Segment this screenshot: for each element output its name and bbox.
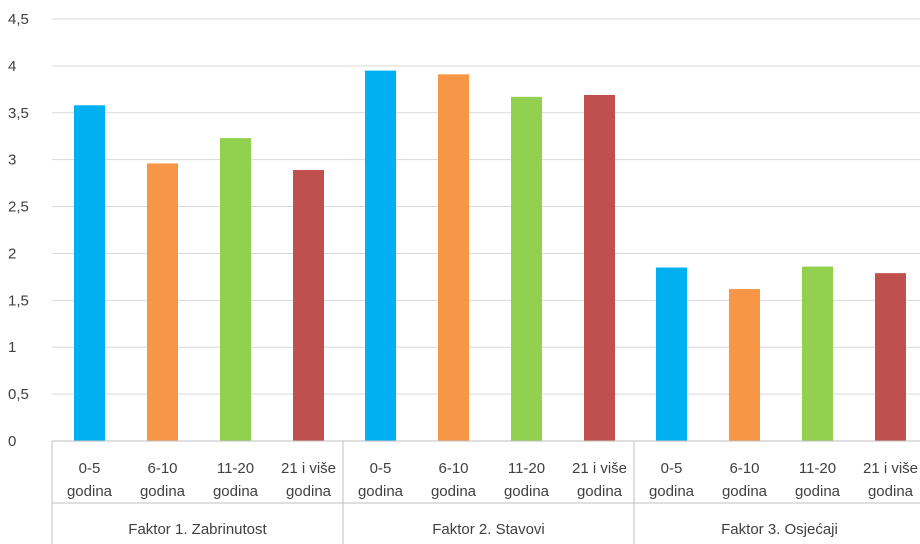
y-axis-ticks: 0 0,5 1 1,5 2 2,5 3 3,5 4 4,5 (8, 11, 29, 450)
category-label-line2: godina (431, 483, 477, 500)
bar-g2-c2 (438, 74, 469, 441)
category-label-line2: godina (649, 483, 695, 500)
y-tick-label: 3 (8, 152, 16, 169)
bar-g1-c2 (147, 163, 178, 441)
bar-g3-c1 (656, 267, 687, 441)
category-label-line2: godina (67, 483, 113, 500)
y-tick-label: 0,5 (8, 386, 29, 403)
group-label: Faktor 3. Osjećaji (721, 521, 838, 538)
bar-g2-c4 (584, 94, 615, 442)
category-label-line2: godina (795, 483, 841, 500)
category-label-line2: godina (140, 483, 186, 500)
category-axis: 0-5 godina 6-10 godina 11-20 godina 21 i više g… (51, 440, 920, 544)
category-label-line1: 0-5 (79, 460, 101, 477)
y-tick-label: 4 (8, 58, 16, 75)
y-tick-label: 3,5 (8, 105, 29, 122)
category-label-line2: godina (286, 483, 332, 500)
category-label-line1: 11-20 (217, 460, 254, 477)
category-label-line1: 21 i više (281, 460, 336, 477)
category-label-line2: godina (504, 483, 550, 500)
group-label: Faktor 1. Zabrinutost (128, 521, 267, 538)
y-tick-label: 0 (8, 433, 16, 450)
category-label-line2: godina (358, 483, 404, 500)
category-label-line1: 6-10 (147, 460, 177, 477)
bar-g1-c4 (293, 169, 324, 441)
category-label-line2: godina (213, 483, 259, 500)
bar-g1-c1 (74, 105, 105, 441)
category-label-line1: 6-10 (729, 460, 759, 477)
category-label-line1: 0-5 (370, 460, 392, 477)
y-tick-label: 1,5 (8, 292, 29, 309)
bar-g3-c3 (802, 266, 833, 441)
bar-g3-c4 (875, 273, 906, 441)
y-tick-label: 4,5 (8, 11, 29, 28)
category-label-line1: 11-20 (508, 460, 545, 477)
bar-g2-c3 (511, 96, 542, 441)
group-label: Faktor 2. Stavovi (432, 521, 545, 538)
y-tick-label: 2,5 (8, 199, 29, 216)
category-label-line2: godina (577, 483, 623, 500)
category-label-line2: godina (722, 483, 768, 500)
y-tick-label: 1 (8, 339, 16, 356)
category-label-line1: 21 i više (572, 460, 627, 477)
category-label-line1: 6-10 (438, 460, 468, 477)
bars (74, 70, 906, 442)
category-label-line1: 0-5 (661, 460, 683, 477)
category-label-line1: 11-20 (799, 460, 836, 477)
bar-g1-c3 (220, 138, 251, 441)
y-tick-label: 2 (8, 245, 16, 262)
bar-g3-c2 (729, 289, 760, 441)
category-label-line2: godina (868, 483, 914, 500)
bar-g2-c1 (365, 70, 396, 442)
gridlines (52, 18, 920, 395)
category-label-line1: 21 i više (863, 460, 918, 477)
